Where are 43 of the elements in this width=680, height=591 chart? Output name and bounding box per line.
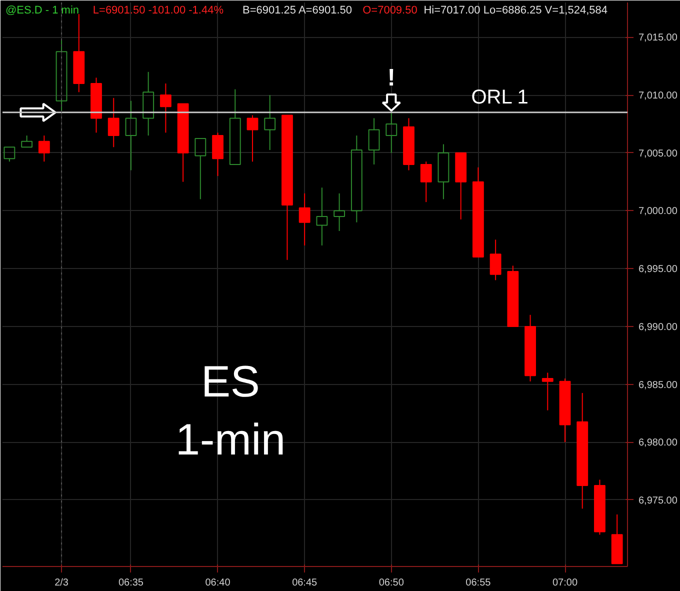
candlestick (73, 14, 85, 93)
x-tick-label: 06:35 (118, 578, 144, 588)
y-tick-label: 7,010.00 (638, 90, 678, 102)
candlestick (90, 77, 102, 134)
y-tick-label: 6,985.00 (638, 380, 678, 391)
y-tick-label: 7,005.00 (638, 148, 678, 160)
y-tick-label: 7,000.00 (638, 206, 678, 218)
x-tick-label: 07:00 (552, 578, 578, 588)
y-tick-label: 6,990.00 (638, 322, 678, 333)
chart-title: @ES.D - 1 min (6, 4, 80, 16)
annotation: ES 1-min (175, 358, 286, 464)
y-tick-label: 6,980.00 (638, 438, 678, 449)
x-tick-label: 2/3 (54, 578, 69, 588)
candlestick (386, 112, 398, 154)
y-tick-label: 6,995.00 (638, 264, 678, 276)
x-tick-label: 06:55 (466, 578, 492, 588)
annotation: L=6901.50 -101.00 -1.44% (92, 4, 224, 16)
candlestick (368, 118, 380, 165)
annotation: O=7009.50 (362, 4, 418, 16)
candlestick (316, 187, 328, 246)
candlestick (403, 118, 414, 171)
candlestick (524, 314, 536, 382)
candlestick (38, 135, 50, 162)
candlestick (542, 372, 554, 411)
candlestick (576, 392, 588, 510)
candlestick (298, 192, 310, 246)
annotation: B=6901.25 A=6901.50 (242, 4, 352, 16)
candlestick (160, 82, 172, 134)
y-tick-label: 7,015.00 (638, 32, 678, 44)
candlestick (125, 100, 137, 171)
candlestick (438, 144, 450, 200)
x-tick-label: 06:45 (292, 578, 318, 588)
x-tick-label: 06:40 (205, 578, 231, 588)
ref-line-label: ORL 1 (471, 86, 528, 108)
annotation: ! (387, 64, 396, 92)
candlestick (108, 97, 120, 148)
candlestick (350, 135, 362, 223)
y-tick-label: 6,975.00 (638, 495, 678, 506)
candlestick (334, 192, 346, 232)
candlestick (142, 71, 154, 136)
annotation: Hi=7017.00 Lo=6886.25 V=1,524,584 (424, 4, 608, 16)
candlestick (264, 94, 276, 151)
x-tick-label: 06:50 (378, 578, 404, 588)
